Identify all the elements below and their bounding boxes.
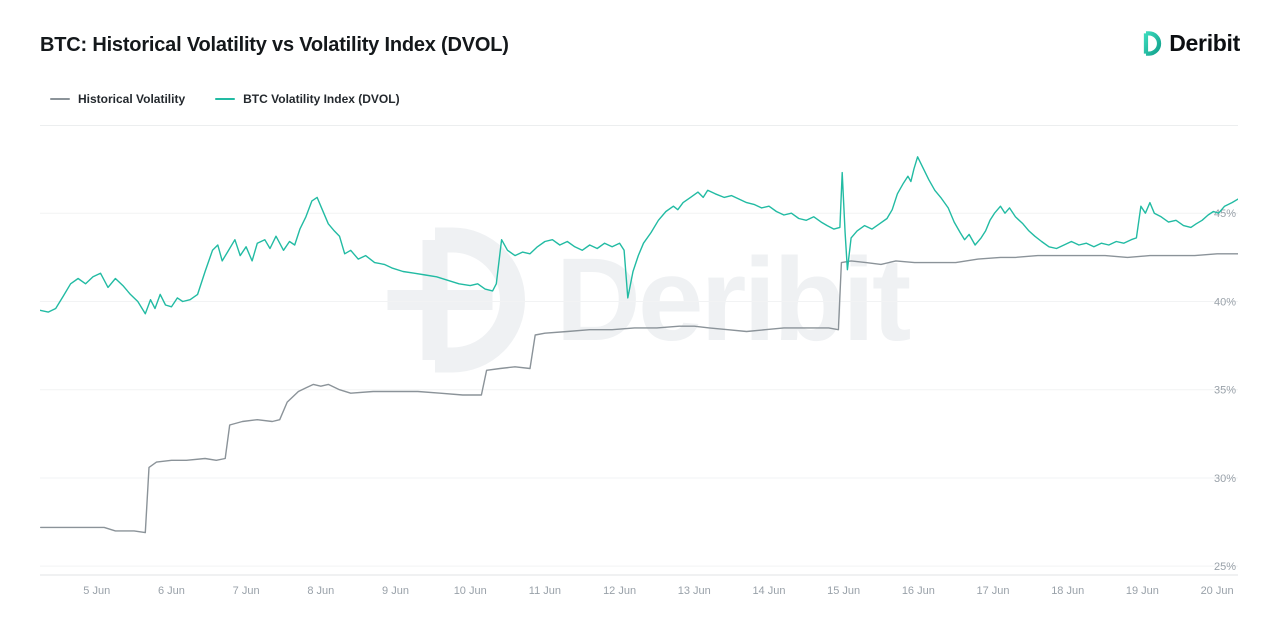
x-tick-label: 13 Jun	[678, 585, 711, 597]
y-tick-label: 30%	[1214, 473, 1236, 485]
x-tick-label: 14 Jun	[752, 585, 785, 597]
x-tick-label: 17 Jun	[977, 585, 1010, 597]
x-tick-label: 19 Jun	[1126, 585, 1159, 597]
y-tick-label: 25%	[1214, 561, 1236, 573]
deribit-logo-icon	[1138, 31, 1162, 56]
legend-label: BTC Volatility Index (DVOL)	[243, 92, 400, 106]
chart-area: Deribit 25% 30% 35% 40% 45% 5 Jun 6 Jun 7 Jun 8 …	[40, 125, 1238, 600]
legend-swatch-btc-dvol	[215, 98, 236, 100]
x-tick-label: 11 Jun	[529, 585, 561, 597]
series-line-btc-dvol	[40, 156, 1238, 315]
legend-swatch-historical-volatility	[50, 98, 70, 100]
chart-svg: 25% 30% 35% 40% 45% 5 Jun 6 Jun 7 Jun 8 Jun 9 Jun…	[40, 125, 1238, 597]
x-tick-label: 10 Jun	[454, 585, 487, 597]
y-tick-label: 40%	[1214, 296, 1236, 308]
y-tick-label: 35%	[1214, 385, 1236, 397]
x-tick-label: 16 Jun	[902, 585, 935, 597]
x-tick-label: 7 Jun	[233, 585, 260, 597]
legend-item-historical-volatility[interactable]: Historical Volatility	[50, 92, 185, 106]
x-tick-label: 5 Jun	[83, 585, 110, 597]
legend-label: Historical Volatility	[78, 92, 186, 106]
x-tick-label: 6 Jun	[158, 585, 185, 597]
y-tick-label: 45%	[1214, 208, 1236, 220]
deribit-brand-text: Deribit	[1169, 30, 1240, 56]
x-tick-label: 20 Jun	[1201, 585, 1234, 597]
page-title: BTC: Historical Volatility vs Volatility…	[40, 34, 509, 56]
deribit-brand[interactable]: Deribit	[1135, 30, 1240, 57]
x-tick-label: 8 Jun	[307, 585, 334, 597]
x-tick-label: 9 Jun	[382, 585, 409, 597]
x-tick-label: 18 Jun	[1051, 585, 1084, 597]
series-line-historical-volatility	[40, 253, 1238, 534]
legend-item-btc-dvol[interactable]: BTC Volatility Index (DVOL)	[215, 92, 400, 106]
x-tick-label: 15 Jun	[827, 585, 860, 597]
x-tick-label: 12 Jun	[603, 585, 636, 597]
legend: Historical Volatility BTC Volatility Inde…	[50, 92, 400, 106]
